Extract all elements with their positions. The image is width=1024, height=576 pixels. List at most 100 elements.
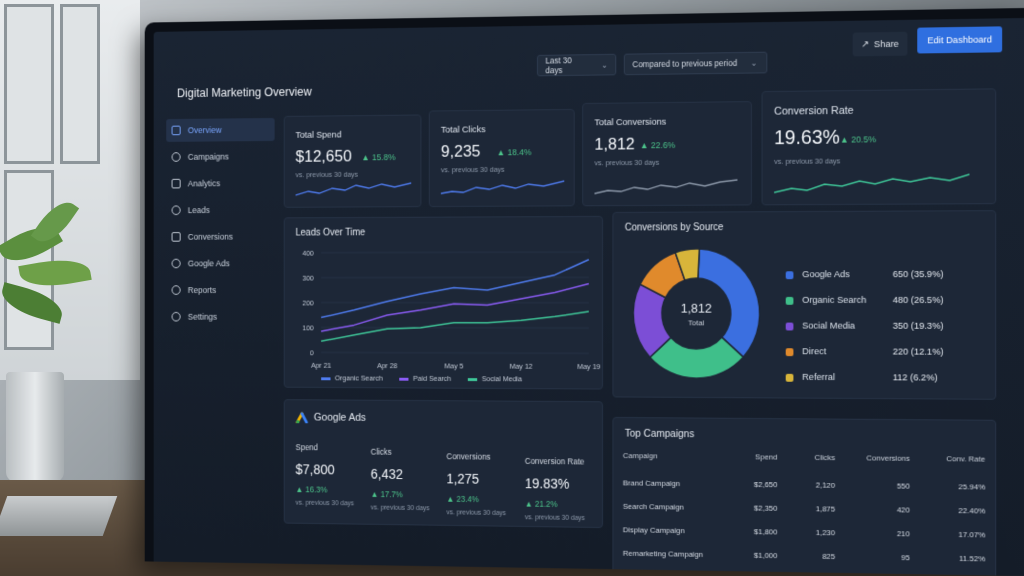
- table-cell: 22.40%: [958, 506, 986, 516]
- table-cell: Brand Campaign: [622, 478, 681, 488]
- metric-value: 6,432: [370, 466, 403, 482]
- users-icon: [171, 205, 181, 216]
- table-row[interactable]: Search Campaign $2,350 1,875 420 22.40%: [623, 502, 985, 516]
- section-title: Top Campaigns: [624, 427, 695, 441]
- sidebar-item-label: Google Ads: [187, 258, 230, 269]
- table-row[interactable]: Display Campaign $1,800 1,230 210 17.07%: [623, 525, 985, 539]
- metric-label: Conversions: [446, 451, 491, 462]
- google-ads-icon: [296, 412, 309, 424]
- table-cell: 420: [896, 505, 910, 515]
- grid-line: [321, 327, 589, 328]
- conversions-donut-chart: [625, 240, 769, 388]
- sidebar-item-reports[interactable]: Reports: [166, 279, 274, 302]
- y-tick-label: 0: [310, 348, 314, 357]
- kpi-delta-value: 20.5%: [851, 134, 877, 145]
- table-row[interactable]: Brand Campaign $2,650 2,120 550 25.94%: [623, 479, 985, 492]
- legend-label: Organic Search: [334, 373, 383, 383]
- sidebar-item-settings[interactable]: Settings: [166, 305, 274, 328]
- sidebar-item-overview[interactable]: Overview: [166, 117, 275, 142]
- grid-line: [321, 252, 589, 253]
- source-row-referral: Referral 112 (6.2%): [785, 372, 962, 384]
- section-title: Conversions by Source: [624, 222, 724, 234]
- column-header: Spend: [755, 452, 778, 462]
- google-ads-clicks: Clicks 6,432 ▲ 17.7% vs. previous 30 day…: [371, 447, 445, 512]
- kpi-delta-value: 15.8%: [371, 152, 396, 163]
- column-header: Clicks: [814, 453, 836, 463]
- table-cell: 25.94%: [958, 482, 986, 492]
- x-tick-label: Apr 28: [377, 361, 397, 370]
- share-icon: ↗: [861, 38, 870, 50]
- table-cell: 550: [896, 481, 910, 491]
- metric-value: 1,275: [446, 470, 480, 487]
- check-icon: [171, 232, 181, 242]
- leads-line-chart: 400 300 200 100 0 Apr 21 Apr 28 May 5 May 12 May …: [302, 249, 600, 371]
- sidebar-item-campaigns[interactable]: Campaigns: [166, 145, 274, 169]
- metric-delta-value: 16.3%: [305, 484, 328, 495]
- x-tick-label: May 5: [444, 361, 463, 370]
- metric-delta: ▲ 23.4%: [446, 493, 479, 505]
- kpi-subtitle: vs. previous 30 days: [594, 157, 660, 168]
- metric-delta: ▲ 17.7%: [370, 489, 403, 500]
- source-value: 480 (26.5%): [892, 294, 944, 306]
- table-cell: $1,000: [753, 550, 778, 561]
- metric-delta-value: 21.2%: [534, 498, 558, 509]
- comparison-select[interactable]: Compared to previous period ⌄: [623, 51, 768, 76]
- kpi-delta-value: 18.4%: [507, 147, 532, 158]
- source-name: Google Ads: [802, 269, 850, 281]
- sidebar-item-conversions[interactable]: Conversions: [166, 225, 274, 248]
- legend-swatch: [321, 376, 331, 380]
- sidebar-item-google-ads[interactable]: Google Ads: [166, 252, 274, 275]
- sidebar-item-analytics[interactable]: Analytics: [166, 172, 274, 196]
- page-title: Digital Marketing Overview: [176, 84, 312, 100]
- metric-value: 19.83%: [524, 475, 570, 492]
- background-window: [0, 0, 140, 380]
- google-ads-icon: [171, 258, 181, 269]
- sidebar-item-label: Reports: [187, 285, 217, 295]
- google-ads-header: Google Ads: [296, 412, 366, 424]
- share-label: Share: [873, 38, 899, 50]
- edit-dashboard-button[interactable]: Edit Dashboard: [917, 26, 1003, 54]
- legend-item-social-media: Social Media: [467, 374, 522, 383]
- table-cell: Display Campaign: [622, 525, 685, 536]
- google-ads-conversions: Conversions 1,275 ▲ 23.4% vs. previous 3…: [446, 451, 521, 517]
- metric-value: $7,800: [295, 461, 335, 478]
- table-row[interactable]: Remarketing Campaign $1,000 825 95 11.52…: [623, 549, 985, 564]
- table-cell: 95: [901, 553, 910, 563]
- metric-delta: ▲ 21.2%: [524, 498, 558, 509]
- kpi-value: $12,650: [295, 146, 352, 166]
- column-header: Conv. Rate: [946, 454, 986, 464]
- x-tick-label: Apr 21: [311, 361, 331, 370]
- share-button[interactable]: ↗ Share: [852, 31, 908, 57]
- sidebar-item-label: Conversions: [187, 231, 233, 242]
- kpi-title: Total Spend: [295, 129, 342, 141]
- table-cell: 825: [822, 551, 836, 562]
- legend-item-organic-search: Organic Search: [321, 373, 383, 383]
- kpi-value: 9,235: [440, 141, 481, 161]
- table-cell: $2,350: [753, 503, 778, 513]
- gear-icon: [171, 311, 181, 322]
- table-header: Campaign Spend Clicks Conversions Conv. …: [623, 451, 985, 463]
- donut-slice-direct: [640, 253, 685, 298]
- leads-over-time-card: Leads Over Time 400 300 200 100 0 Apr 21 Apr 2…: [283, 215, 603, 390]
- table-cell: Remarketing Campaign: [622, 548, 703, 559]
- source-swatch: [785, 373, 794, 382]
- metric-delta-value: 17.7%: [380, 489, 403, 500]
- donut-slice-referral: [675, 249, 699, 280]
- metric-label: Spend: [295, 442, 319, 453]
- source-value: 112 (6.2%): [892, 372, 938, 384]
- grid-line: [321, 352, 589, 353]
- metric-delta: ▲ 16.3%: [295, 484, 328, 495]
- comparison-value: Compared to previous period: [632, 57, 738, 70]
- kpi-subtitle: vs. previous 30 days: [774, 156, 841, 166]
- dashboard-screen: Digital Marketing Overview Last 30 days …: [153, 18, 1024, 576]
- table-cell: $2,650: [753, 479, 778, 490]
- date-range-select[interactable]: Last 30 days ⌄: [537, 53, 617, 77]
- kpi-subtitle: vs. previous 30 days: [440, 164, 505, 175]
- kpi-title: Total Conversions: [594, 116, 667, 129]
- date-range-value: Last 30 days: [545, 55, 572, 76]
- source-value: 650 (35.9%): [892, 269, 944, 281]
- sidebar-item-label: Overview: [187, 125, 222, 136]
- source-name: Organic Search: [802, 294, 867, 306]
- source-value: 220 (12.1%): [892, 346, 944, 358]
- sidebar-item-leads[interactable]: Leads: [166, 198, 274, 221]
